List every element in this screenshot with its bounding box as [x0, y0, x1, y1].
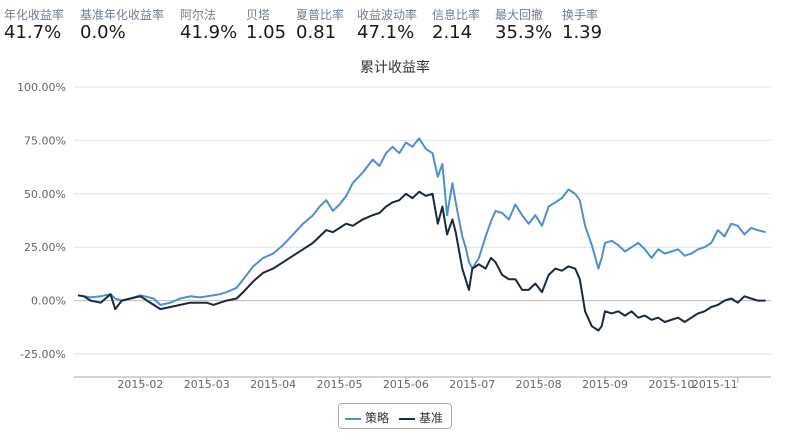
metric-label: 阿尔法	[180, 8, 217, 22]
legend-label-benchmark: 基准	[419, 411, 444, 425]
metric-label: 夏普比率	[296, 8, 345, 22]
metric-value: 41.9%	[180, 22, 238, 43]
x-tick-label: 2015-10	[648, 378, 694, 391]
metric-label: 换手率	[562, 8, 599, 22]
y-tick-label: -25.00%	[20, 348, 66, 361]
y-tick-label: 100.00%	[17, 81, 66, 94]
chart-title: 累计收益率	[360, 59, 430, 76]
metric-value: 35.3%	[495, 22, 553, 43]
y-tick-label: 0.00%	[31, 295, 66, 308]
x-tick-label: 2015-05	[317, 378, 363, 391]
x-tick-label: 2015-03	[184, 378, 230, 391]
x-tick-label: 2015-02	[117, 378, 163, 391]
metric-label: 贝塔	[246, 8, 271, 22]
metric-value: 41.7%	[4, 22, 62, 43]
metric-value: 2.14	[432, 22, 473, 43]
x-tick-label: 2015-09	[582, 378, 628, 391]
metrics-bar: 年化收益率 41.7% 基准年化收益率 0.0% 阿尔法 41.9% 贝塔 1.05 夏普比率 0…	[0, 0, 789, 48]
series-line-benchmark[interactable]	[77, 190, 766, 332]
x-tick-label: 2015-08	[516, 378, 562, 391]
metric-label: 信息比率	[432, 8, 481, 22]
metric-label: 年化收益率	[4, 8, 65, 22]
metric-value: 47.1%	[357, 22, 415, 43]
chart-legend: 策略 基准	[338, 403, 452, 429]
legend-label-strategy: 策略	[365, 411, 390, 425]
metric-label: 最大回撤	[495, 8, 544, 22]
x-tick-label: 2015-06	[383, 378, 429, 391]
metric-value: 0.81	[296, 22, 337, 43]
legend-swatch-strategy	[345, 417, 361, 420]
x-tick-label: 2015-11	[692, 378, 738, 391]
metric-value: 1.39	[562, 22, 603, 43]
y-tick-label: 75.00%	[24, 134, 66, 147]
legend-swatch-benchmark	[399, 417, 415, 420]
y-tick-label: 50.00%	[24, 188, 66, 201]
x-tick-label: 2015-04	[250, 378, 296, 391]
metric-value: 1.05	[246, 22, 287, 43]
x-tick-label: 2015-07	[449, 378, 495, 391]
series-line-strategy[interactable]	[77, 137, 766, 306]
metric-label: 基准年化收益率	[80, 8, 165, 22]
metric-label: 收益波动率	[357, 8, 418, 22]
legend-item-benchmark[interactable]: 基准	[399, 409, 443, 426]
y-tick-label: 25.00%	[24, 241, 66, 254]
legend-item-strategy[interactable]: 策略	[345, 409, 389, 426]
metric-value: 0.0%	[80, 22, 126, 43]
